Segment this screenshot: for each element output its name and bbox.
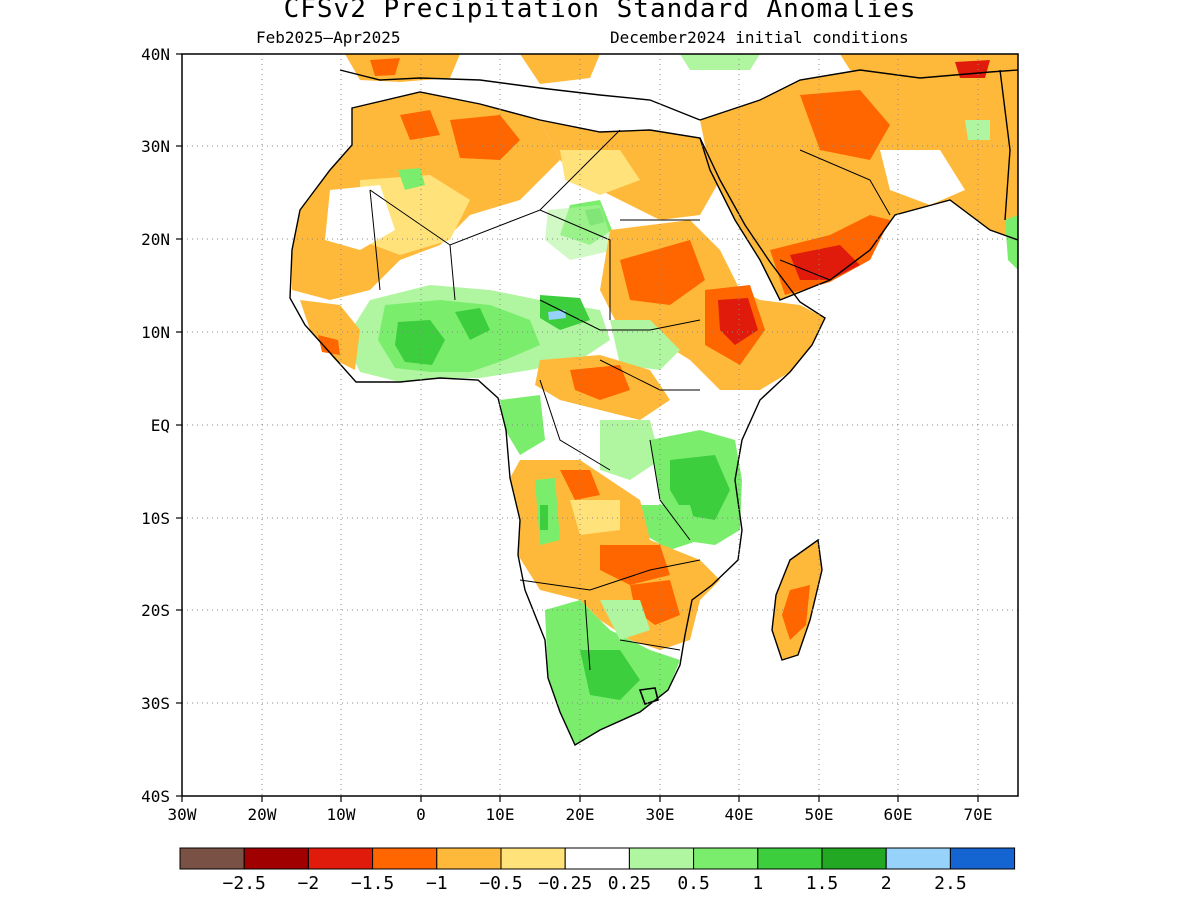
longitude-labels: 30W 20W 10W 0 10E 20E 30E 40E 50E 60E 70…: [168, 805, 993, 824]
colorbar-label: 1.5: [806, 873, 839, 894]
colorbar-swatch: [500, 847, 566, 870]
colorbar-swatch: [436, 847, 502, 870]
lat-label: 40N: [141, 45, 170, 64]
lat-label: 10N: [141, 323, 170, 342]
lat-label: 20N: [141, 230, 170, 249]
colorbar-label: −1.5: [351, 873, 394, 894]
colorbar-swatch: [179, 847, 245, 870]
country-borders: [369, 129, 891, 671]
colorbar-swatch: [949, 847, 1016, 870]
lat-label: 20S: [141, 601, 170, 620]
colorbar-swatch: [693, 847, 759, 870]
tick-marks: [176, 53, 979, 802]
colorbar-label: −0.5: [479, 873, 522, 894]
lon-label: 10W: [327, 805, 356, 824]
gridlines: [182, 54, 1018, 796]
colorbar-label: −0.25: [538, 873, 592, 894]
lat-label: 10S: [141, 509, 170, 528]
lat-label: EQ: [151, 416, 170, 435]
lon-label: 10E: [486, 805, 515, 824]
colorbar: −2.5 −2 −1.5 −1 −0.5 −0.25 0.25 0.5 1 1.5 2 2.5: [179, 847, 1016, 894]
europe-landmass: [340, 54, 1018, 120]
lon-label: 30W: [168, 805, 197, 824]
colorbar-label: 0.25: [608, 873, 651, 894]
colorbar-label: −1: [426, 873, 448, 894]
colorbar-label: 2: [881, 873, 892, 894]
lon-label: 40E: [725, 805, 754, 824]
colorbar-swatch: [821, 847, 887, 870]
lon-label: 50E: [805, 805, 834, 824]
colorbar-swatch: [757, 847, 823, 870]
lat-label: 30N: [141, 137, 170, 156]
lat-label: 40S: [141, 787, 170, 806]
colorbar-swatch: [243, 847, 309, 870]
lon-label: 20E: [566, 805, 595, 824]
colorbar-label: 0.5: [677, 873, 710, 894]
lon-label: 0: [416, 805, 426, 824]
lon-label: 70E: [964, 805, 993, 824]
lon-label: 30E: [646, 805, 675, 824]
map-content: [182, 54, 1018, 796]
colorbar-label: 1: [752, 873, 763, 894]
initial-conditions: December2024 initial conditions: [610, 28, 909, 47]
colorbar-swatch: [307, 847, 374, 870]
colorbar-label: 2.5: [934, 873, 967, 894]
lon-label: 20W: [248, 805, 277, 824]
colorbar-swatch: [885, 847, 951, 870]
latitude-labels: 40N 30N 20N 10N EQ 10S 20S 30S 40S: [141, 45, 170, 806]
lat-label: 30S: [141, 694, 170, 713]
lesotho-outline: [638, 687, 659, 705]
map-title: CFSv2 Precipitation Standard Anomalies: [283, 0, 917, 24]
colorbar-swatch: [628, 847, 695, 870]
colorbar-label: −2.5: [223, 873, 266, 894]
colorbar-swatch: [564, 847, 630, 870]
colorbar-label: −2: [298, 873, 320, 894]
lon-label: 60E: [884, 805, 913, 824]
colorbar-swatch: [372, 847, 438, 870]
forecast-period: Feb2025–Apr2025: [256, 28, 401, 47]
